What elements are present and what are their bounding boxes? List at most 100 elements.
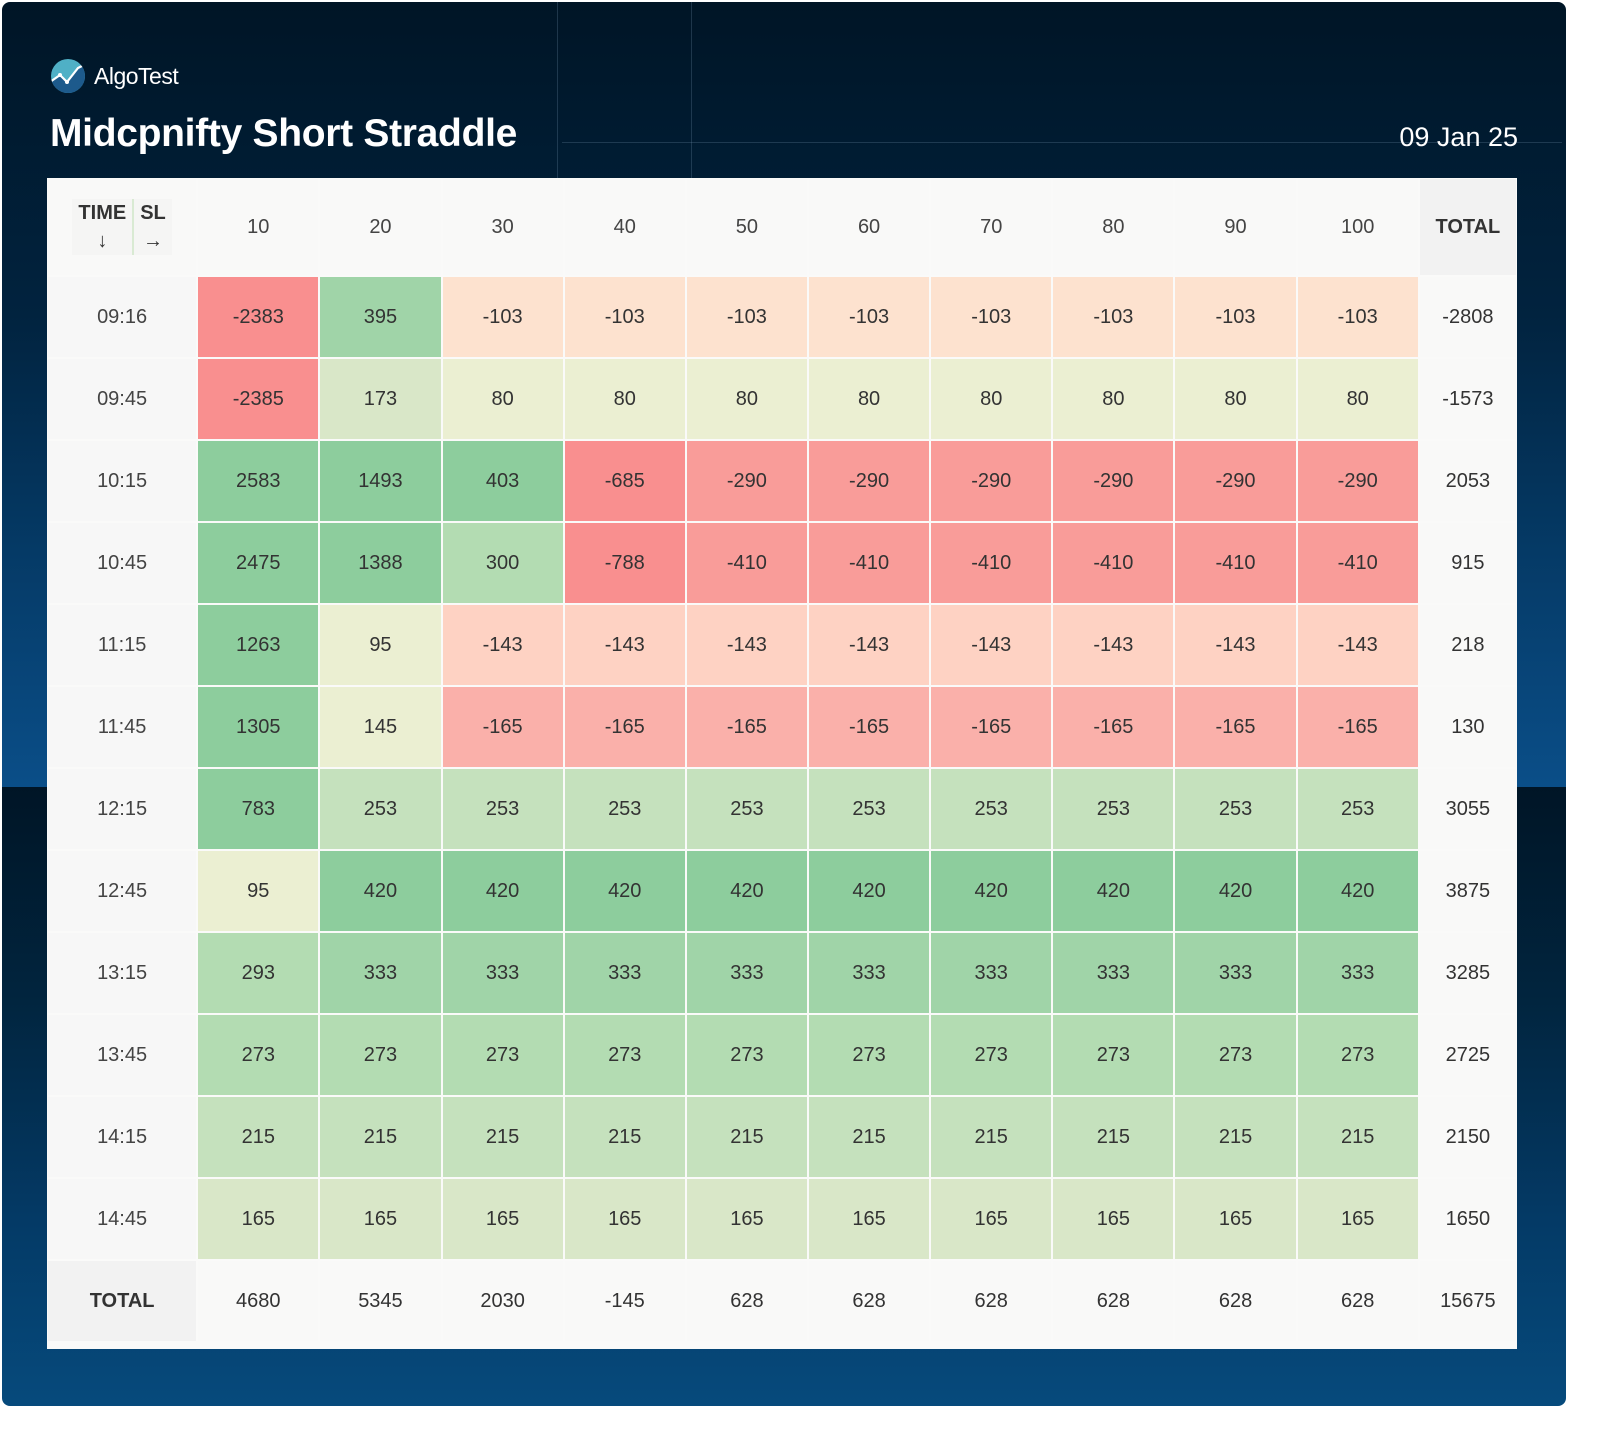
heatmap-cell: 300 (442, 523, 563, 603)
table-row: 09:16 -2383 395 -103 -103 -103 -103 -103 -103 -10… (48, 277, 1516, 357)
background-gridline (557, 2, 558, 180)
header-row: TIME ↓ SL → 10 20 30 40 50 60 (48, 179, 1516, 275)
heatmap-cell: 333 (1175, 933, 1296, 1013)
heatmap-cell: 420 (564, 851, 685, 931)
heatmap-cell: -143 (442, 605, 563, 685)
row-time-label: 10:15 (48, 441, 197, 521)
heatmap-cell: 165 (1175, 1179, 1296, 1259)
row-time-label: 13:15 (48, 933, 197, 1013)
heatmap-cell: 333 (686, 933, 807, 1013)
heatmap-table-container: TIME ↓ SL → 10 20 30 40 50 60 (47, 178, 1517, 1349)
table-row: 14:15 215 215 215 215 215 215 215 215 215 215 2150 (48, 1097, 1516, 1177)
row-total: -1573 (1419, 359, 1516, 439)
column-header: 10 (198, 179, 319, 275)
col-axis-label: SL (140, 202, 166, 224)
row-time-label: 11:45 (48, 687, 197, 767)
heatmap-cell: -143 (1053, 605, 1174, 685)
heatmap-cell: 215 (1053, 1097, 1174, 1177)
heatmap-cell: -103 (1053, 277, 1174, 357)
grand-total: 15675 (1419, 1261, 1516, 1341)
heatmap-cell: 80 (1175, 359, 1296, 439)
column-header: 90 (1175, 179, 1296, 275)
heatmap-cell: 333 (1053, 933, 1174, 1013)
heatmap-cell: 420 (320, 851, 441, 931)
heatmap-cell: 273 (931, 1015, 1052, 1095)
col-axis-legend: SL → (134, 199, 172, 255)
heatmap-cell: 165 (686, 1179, 807, 1259)
heatmap-cell: -103 (931, 277, 1052, 357)
row-total: 2150 (1419, 1097, 1516, 1177)
column-total: 4680 (198, 1261, 319, 1341)
heatmap-cell: 253 (442, 769, 563, 849)
heatmap-cell: 395 (320, 277, 441, 357)
heatmap-cell: -103 (1175, 277, 1296, 357)
heatmap-cell: 253 (1297, 769, 1418, 849)
heatmap-cell: 80 (1053, 359, 1174, 439)
row-total: 2053 (1419, 441, 1516, 521)
heatmap-cell: 253 (808, 769, 930, 849)
heatmap-cell: 1305 (198, 687, 319, 767)
table-row: 11:15 1263 95 -143 -143 -143 -143 -143 -143 -143-… (48, 605, 1516, 685)
table-row: 09:45 -2385 173 80 80 80 80 80 80 80 80 -1573 (48, 359, 1516, 439)
heatmap-cell: 165 (320, 1179, 441, 1259)
background-gridline (691, 2, 692, 180)
heatmap-cell: 1263 (198, 605, 319, 685)
row-total: 2725 (1419, 1015, 1516, 1095)
heatmap-cell: 2583 (198, 441, 319, 521)
row-axis-legend: TIME ↓ (72, 199, 132, 255)
heatmap-cell: 273 (686, 1015, 807, 1095)
row-time-label: 11:15 (48, 605, 197, 685)
row-total: 130 (1419, 687, 1516, 767)
heatmap-cell: 215 (931, 1097, 1052, 1177)
row-time-label: 12:15 (48, 769, 197, 849)
heatmap-cell: 420 (1175, 851, 1296, 931)
column-header: 60 (808, 179, 930, 275)
row-total: 1650 (1419, 1179, 1516, 1259)
heatmap-cell: 1493 (320, 441, 441, 521)
brand-name: AlgoTest (94, 62, 179, 89)
table-row: 13:15 293 333 333 333 333 333 333 333 333 333 3285 (48, 933, 1516, 1013)
heatmap-cell: 95 (198, 851, 319, 931)
column-header: 80 (1053, 179, 1174, 275)
heatmap-cell: 783 (198, 769, 319, 849)
heatmap-cell: 293 (198, 933, 319, 1013)
heatmap-cell: 165 (442, 1179, 563, 1259)
heatmap-cell: -290 (1297, 441, 1418, 521)
column-header: 20 (320, 179, 441, 275)
heatmap-cell: 253 (1175, 769, 1296, 849)
heatmap-cell: 253 (320, 769, 441, 849)
heatmap-cell: 273 (1175, 1015, 1296, 1095)
heatmap-cell: 165 (808, 1179, 930, 1259)
row-total: -2808 (1419, 277, 1516, 357)
heatmap-cell: 215 (1175, 1097, 1296, 1177)
heatmap-cell: -165 (808, 687, 930, 767)
axis-legend: TIME ↓ SL → (72, 199, 172, 255)
column-total: 628 (1053, 1261, 1174, 1341)
heatmap-cell: -103 (564, 277, 685, 357)
heatmap-cell: 2475 (198, 523, 319, 603)
heatmap-cell: -410 (1175, 523, 1296, 603)
heatmap-cell: -165 (442, 687, 563, 767)
heatmap-cell: -290 (686, 441, 807, 521)
heatmap-cell: -290 (808, 441, 930, 521)
page-title: Midcpnifty Short Straddle (50, 112, 518, 155)
heatmap-cell: -685 (564, 441, 685, 521)
column-total: 2030 (442, 1261, 563, 1341)
heatmap-cell: 253 (931, 769, 1052, 849)
heatmap-cell: 80 (564, 359, 685, 439)
row-time-label: 14:45 (48, 1179, 197, 1259)
heatmap-cell: -165 (931, 687, 1052, 767)
heatmap-cell: -103 (686, 277, 807, 357)
table-row: 12:15 783 253 253 253 253 253 253 253 253 253 3055 (48, 769, 1516, 849)
column-total: 628 (1175, 1261, 1296, 1341)
heatmap-cell: 165 (1297, 1179, 1418, 1259)
heatmap-cell: -143 (808, 605, 930, 685)
heatmap-table: TIME ↓ SL → 10 20 30 40 50 60 (46, 177, 1518, 1343)
heatmap-cell: 80 (1297, 359, 1418, 439)
column-header: 30 (442, 179, 563, 275)
heatmap-cell: 165 (564, 1179, 685, 1259)
column-total: 628 (1297, 1261, 1418, 1341)
row-time-label: 09:45 (48, 359, 197, 439)
column-header: 40 (564, 179, 685, 275)
heatmap-cell: 420 (686, 851, 807, 931)
